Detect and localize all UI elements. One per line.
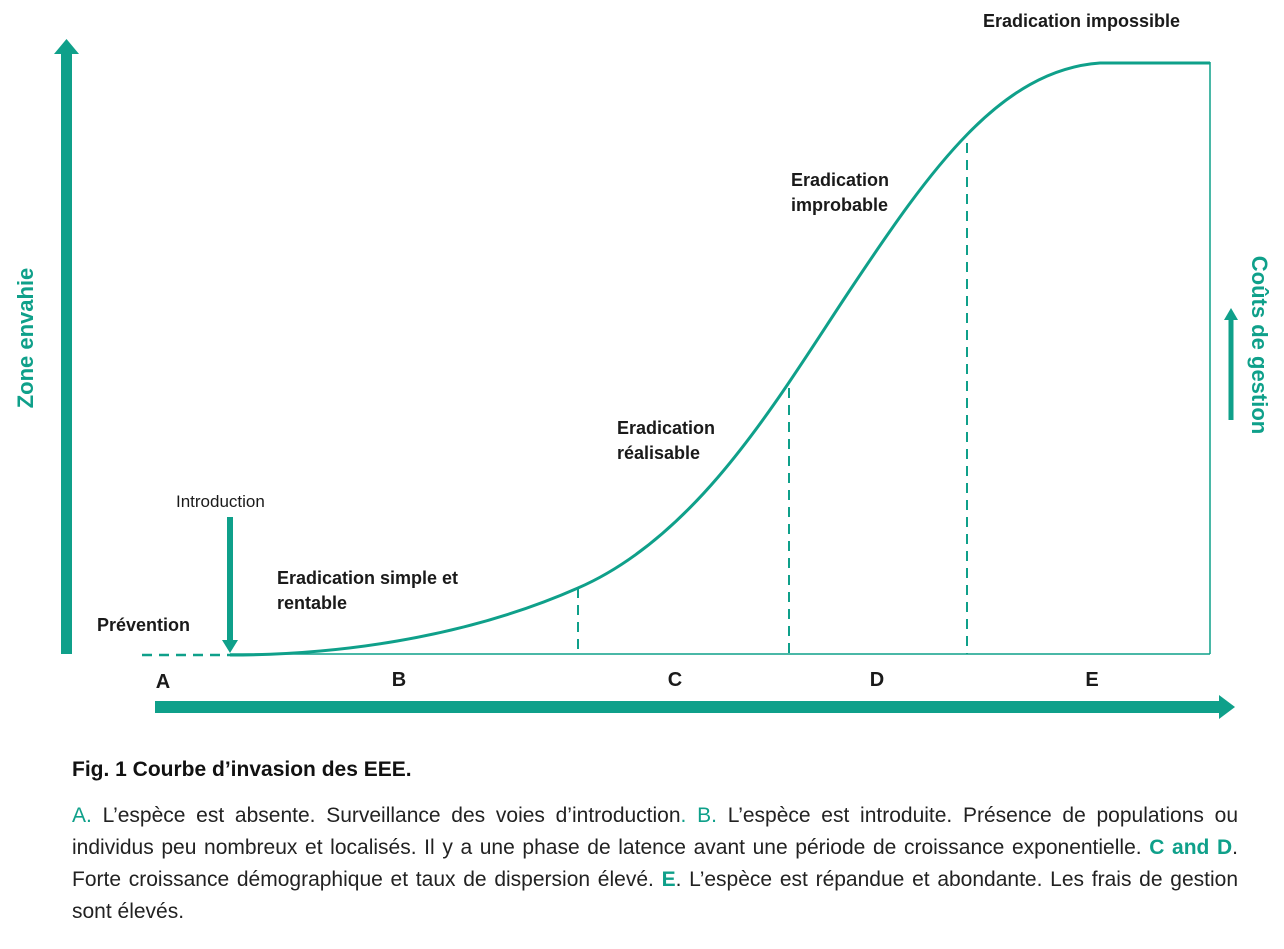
caption-marker-cd: C and D bbox=[1149, 836, 1233, 859]
caption-text-b: L’espèce est introduite. Présence de pop… bbox=[72, 804, 1238, 859]
eradication-realisable-line1: Eradication bbox=[617, 418, 715, 438]
caption-text-cd: . Forte croissance démographique et taux… bbox=[72, 836, 1238, 891]
x-axis-arrowhead bbox=[1219, 695, 1235, 719]
y-axis-right-title: Coûts de gestion bbox=[1247, 256, 1272, 434]
phase-label-c: C bbox=[668, 669, 682, 691]
y-axis-bar bbox=[61, 54, 72, 654]
eradication-improbable-line1: Eradication bbox=[791, 170, 889, 190]
prevention-label: Prévention bbox=[97, 615, 190, 635]
eradication-realisable-line2: réalisable bbox=[617, 443, 700, 463]
caption-title: Fig. 1 Courbe d’invasion des EEE. bbox=[72, 758, 412, 781]
caption-text-a: L’espèce est absente. Surveillance des v… bbox=[91, 804, 681, 827]
figure-caption: Fig. 1 Courbe d’invasion des EEE. A. L’e… bbox=[72, 758, 1238, 928]
eradication-simple-line2: rentable bbox=[277, 593, 347, 613]
caption-dot-a: . bbox=[680, 804, 687, 827]
invasion-curve bbox=[229, 61, 1210, 657]
eradication-impossible-label: Eradication impossible bbox=[983, 11, 1180, 31]
y-axis-left-title: Zone envahie bbox=[13, 268, 38, 409]
x-axis-bar bbox=[155, 701, 1221, 713]
x-axis bbox=[155, 695, 1235, 719]
caption-text-e: . L’espèce est répandue et abondante. Le… bbox=[72, 868, 1238, 923]
caption-marker-b: B. bbox=[697, 804, 717, 827]
introduction-arrow bbox=[222, 517, 238, 653]
y-axis-right bbox=[1224, 308, 1238, 420]
y-axis-arrowhead bbox=[54, 39, 79, 54]
phase-label-e: E bbox=[1085, 669, 1098, 691]
phase-label-d: D bbox=[870, 669, 884, 691]
caption-marker-e: E bbox=[661, 868, 676, 891]
caption-text: A. L’espèce est absente. Surveillance de… bbox=[72, 800, 1238, 928]
cost-arrow-head bbox=[1224, 308, 1238, 320]
y-axis-left bbox=[54, 39, 79, 654]
invasion-curve-diagram: Zone envahie Coûts de gestion A B C D E … bbox=[13, 11, 1272, 719]
cost-arrow-bar bbox=[1228, 318, 1234, 420]
eradication-simple-line1: Eradication simple et bbox=[277, 568, 458, 588]
introduction-label: Introduction bbox=[176, 492, 265, 511]
eradication-improbable-line2: improbable bbox=[791, 195, 888, 215]
phase-label-a: A bbox=[156, 671, 170, 693]
phase-label-b: B bbox=[392, 669, 406, 691]
caption-marker-a: A. bbox=[72, 804, 92, 827]
